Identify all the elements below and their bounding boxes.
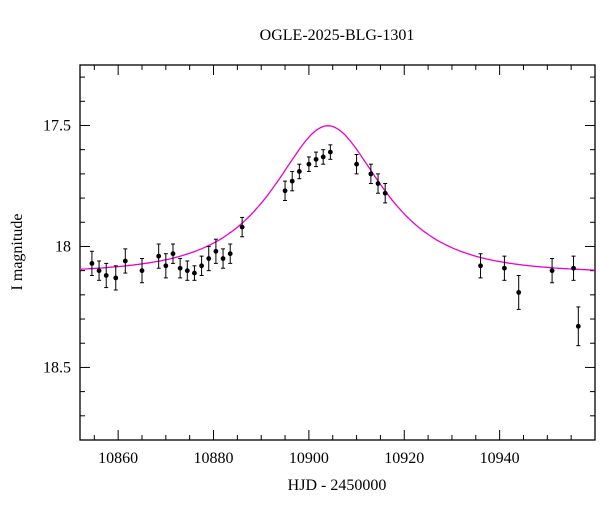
x-tick-label: 10940 <box>480 450 520 467</box>
data-point <box>170 251 176 257</box>
data-point <box>313 156 319 162</box>
x-tick-label: 10900 <box>289 450 329 467</box>
data-point <box>282 188 288 194</box>
data-point <box>575 323 581 329</box>
data-point <box>227 251 233 257</box>
data-point <box>239 224 245 230</box>
data-point <box>163 263 169 269</box>
data-point <box>192 270 197 276</box>
y-tick-label: 18.5 <box>43 359 71 376</box>
data-point <box>103 273 109 278</box>
data-point <box>296 169 302 174</box>
plot-area: 10860 10880 10900 10920 10940 17.5 18 18.5 <box>43 64 596 467</box>
data-point <box>122 258 128 264</box>
data-point <box>206 256 212 261</box>
data-point <box>368 171 374 177</box>
model-curve <box>79 125 596 271</box>
data-point <box>549 268 555 274</box>
data-point <box>327 149 333 155</box>
data-point <box>354 161 359 167</box>
data-point <box>220 256 226 261</box>
data-point <box>375 181 381 186</box>
x-tick-label: 10920 <box>384 450 424 467</box>
data-point <box>113 275 119 281</box>
data-point <box>139 268 145 274</box>
data-point <box>571 265 576 271</box>
data-point <box>478 263 483 269</box>
data-point <box>89 260 95 266</box>
data-point <box>213 248 219 254</box>
data-point <box>156 253 162 259</box>
data-point <box>320 154 326 160</box>
chart-title: OGLE-2025-BLG-1301 <box>260 27 415 44</box>
data-point <box>199 263 204 269</box>
data-point <box>516 290 522 295</box>
y-tick-label: 18 <box>55 238 71 255</box>
data-point <box>501 265 507 271</box>
y-tick-label: 17.5 <box>43 117 71 134</box>
data-point <box>177 265 183 271</box>
x-axis-label: HJD - 2450000 <box>288 477 387 494</box>
data-point <box>306 161 312 167</box>
data-point <box>184 268 190 274</box>
data-point <box>96 268 102 274</box>
y-axis-label: I magnitude <box>9 214 26 291</box>
x-tick-label: 10860 <box>98 450 138 467</box>
data-point <box>289 178 295 184</box>
data-point <box>382 190 388 196</box>
x-tick-label: 10880 <box>194 450 234 467</box>
